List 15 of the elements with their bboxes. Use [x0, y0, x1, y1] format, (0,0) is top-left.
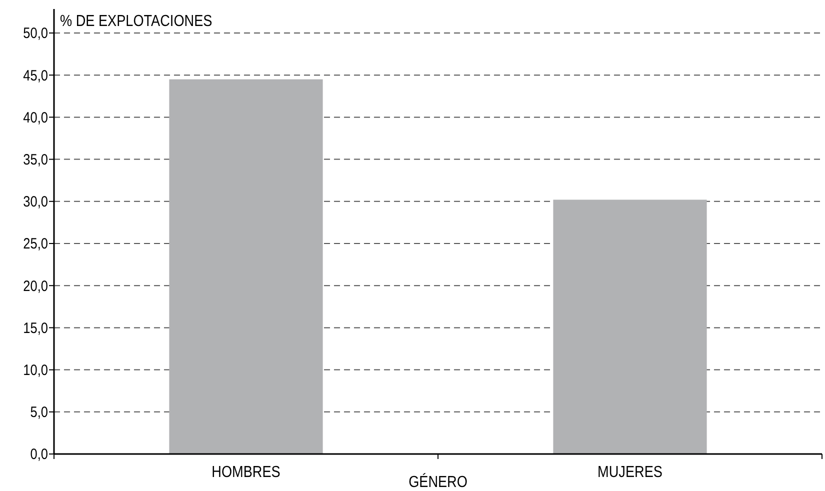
y-tick-label: 50,0 — [23, 24, 48, 42]
y-tick-label: 5,0 — [30, 403, 48, 420]
x-tick-label: MUJERES — [598, 464, 663, 482]
y-tick-label: 10,0 — [23, 361, 48, 378]
y-tick-label: 25,0 — [23, 234, 48, 252]
y-tick-label: 0,0 — [30, 445, 48, 462]
y-tick-label: 45,0 — [23, 66, 48, 84]
y-tick-label: 40,0 — [23, 108, 48, 126]
y-tick-label: 30,0 — [23, 192, 48, 210]
y-tick-label: 35,0 — [23, 150, 48, 168]
y-axis-title: % DE EXPLOTACIONES — [60, 13, 212, 30]
x-tick-label: HOMBRES — [212, 464, 280, 482]
y-tick-label: 15,0 — [23, 318, 48, 336]
x-axis-title: GÉNERO — [408, 472, 468, 491]
y-tick-label: 20,0 — [23, 276, 48, 294]
